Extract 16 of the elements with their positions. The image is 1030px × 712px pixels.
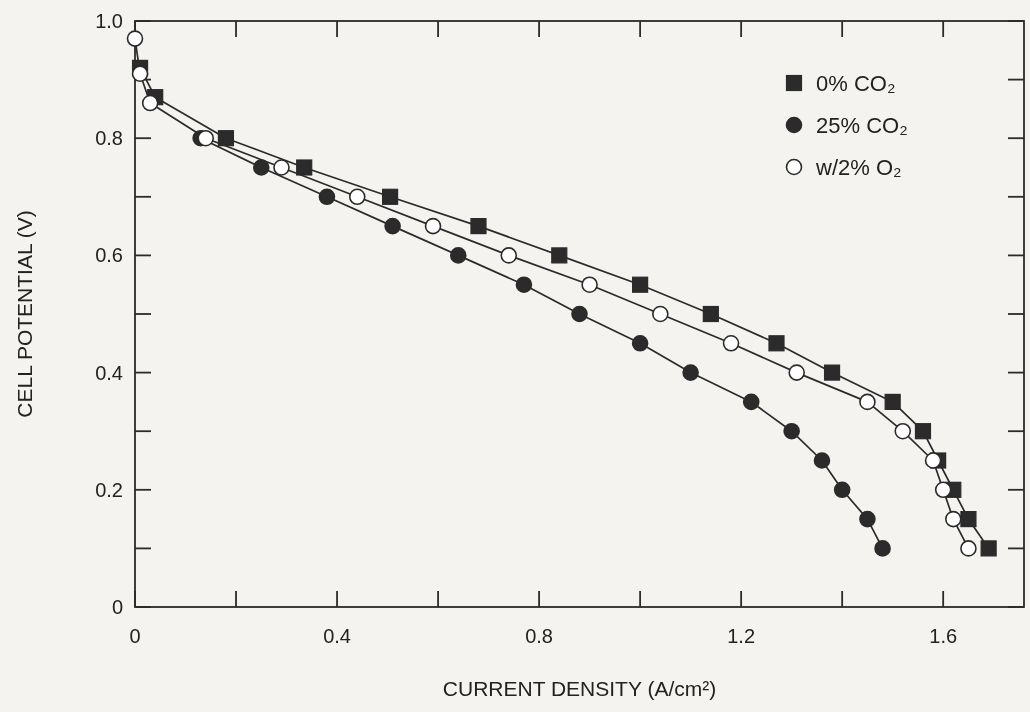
x-tick-label: 1.6: [929, 625, 958, 647]
y-axis-title: CELL POTENTIAL (V): [13, 210, 36, 418]
legend-label: 0% CO₂: [816, 70, 896, 96]
legend-label: w/2% O₂: [815, 154, 902, 180]
x-tick-label: 1.2: [727, 625, 756, 647]
y-tick-label: 0: [111, 596, 123, 618]
y-tick-label: 0.2: [95, 478, 123, 501]
x-tick-label: 0.8: [525, 625, 553, 647]
y-tick-label: 1.0: [95, 10, 123, 32]
legend-label: 25% CO₂: [816, 112, 908, 138]
x-tick-label: 0.4: [323, 625, 351, 647]
y-tick-label: 0.8: [95, 127, 123, 150]
y-tick-label: 0.4: [95, 361, 123, 384]
x-tick-label: 0: [129, 625, 141, 647]
y-tick-label: 0.6: [95, 244, 123, 267]
x-axis-title: CURRENT DENSITY (A/cm²): [442, 677, 717, 700]
